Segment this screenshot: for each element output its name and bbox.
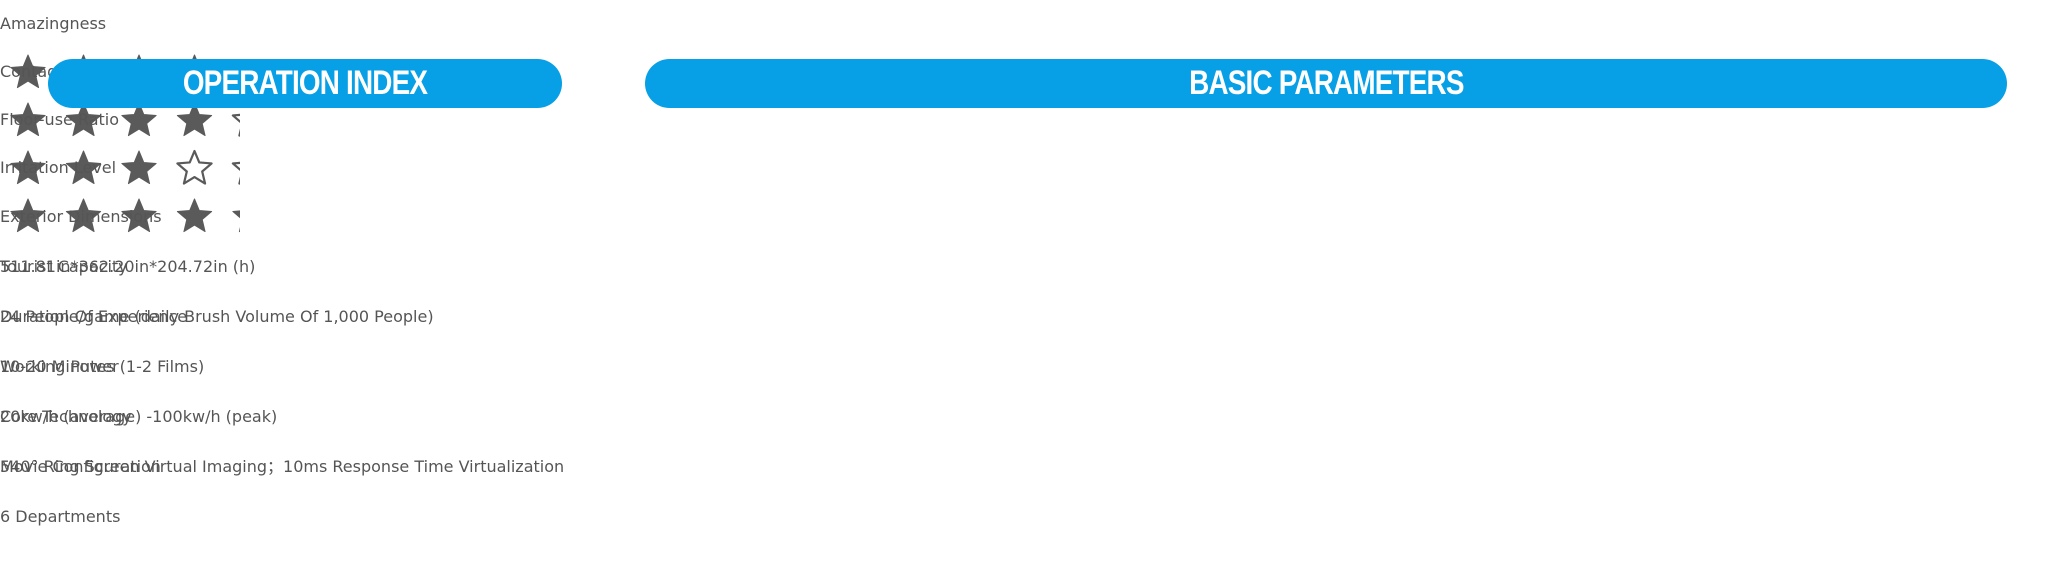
rating-row: Irritation Level <box>0 144 514 233</box>
star-empty <box>231 149 269 185</box>
param-row: Working Power 20kw/h (average) -100kw/h (… <box>0 342 1362 426</box>
param-row: Movie Configuration 6 Departments <box>0 442 1362 526</box>
star-filled <box>10 102 46 137</box>
rating-label: Amazingness <box>0 14 107 33</box>
param-row: Core Technology 540° Ring Screen Virtual … <box>0 392 1362 476</box>
section-header: OPERATION INDEX <box>48 59 562 108</box>
star-filled <box>65 198 102 233</box>
stars <box>10 101 269 137</box>
star-filled <box>65 150 102 185</box>
star-filled <box>10 198 46 233</box>
param-value: 6 Departments <box>0 507 121 526</box>
param-row: Tourist Capacity 24 People/game (daily Br… <box>0 242 1362 326</box>
header-text: OPERATION INDEX <box>182 64 428 102</box>
star-filled <box>232 198 268 233</box>
rating-label: Irritation Level <box>0 158 117 177</box>
param-row: Exterior Dimensions 511.81in*362.20in*204… <box>0 192 1362 276</box>
param-label: Duration Of Experience <box>0 307 188 326</box>
param-value: 10-20 Minutes (1-2 Films) <box>0 357 205 376</box>
param-label: Core Technology <box>0 407 132 426</box>
star-filled <box>121 150 157 185</box>
param-label: Working Power <box>0 357 119 376</box>
param-value: 540° Ring Screen Virtual Imaging；10ms Re… <box>0 457 565 476</box>
param-row: Duration Of Experience 10-20 Minutes (1-2… <box>0 292 1362 376</box>
rating-row: Amazingness <box>0 0 514 89</box>
header-text: BASIC PARAMETERS <box>1188 64 1464 102</box>
param-label: Tourist Capacity <box>0 257 128 276</box>
section-header: BASIC PARAMETERS <box>645 59 2007 108</box>
star-filled <box>10 150 46 185</box>
param-value: 20kw/h (average) -100kw/h (peak) <box>0 407 278 426</box>
rating-row: Contagious <box>0 48 514 137</box>
param-label: Movie Configuration <box>0 457 161 476</box>
star-filled <box>176 198 213 233</box>
star-empty <box>176 149 213 185</box>
star-filled <box>121 198 157 233</box>
star-filled <box>65 102 102 137</box>
star-filled <box>10 54 46 89</box>
basic-parameters: Exterior Dimensions 511.81in*362.20in*204… <box>0 192 2048 526</box>
star-filled <box>121 102 157 137</box>
param-label: Exterior Dimensions <box>0 207 162 226</box>
rating-label: Floor-use Ratio <box>0 110 120 129</box>
param-value: 24 People/game (daily Brush Volume Of 1,… <box>0 307 434 326</box>
param-value: 511.81in*362.20in*204.72in (h) <box>0 257 256 276</box>
star-filled <box>176 102 213 137</box>
